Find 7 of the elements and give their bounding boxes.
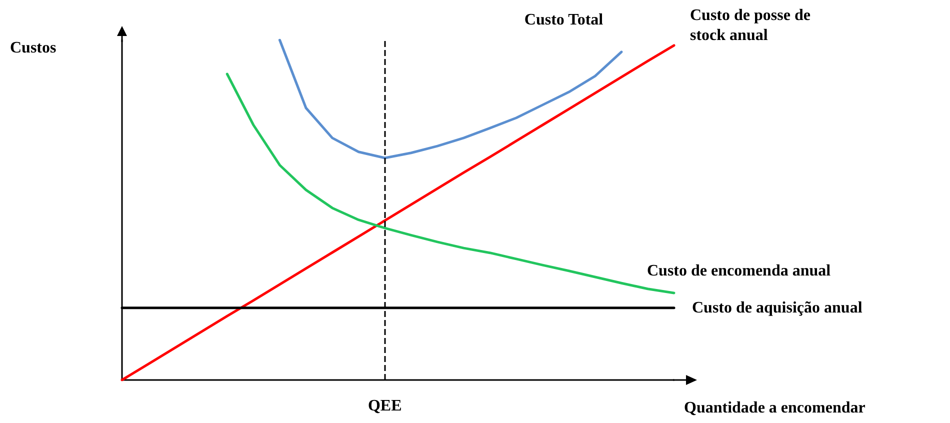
- series-label: Custo de aquisição anual: [692, 299, 863, 316]
- series-label: Custo de encomenda anual: [647, 262, 832, 280]
- x-axis-title: Quantidade a encomendar: [684, 400, 866, 416]
- series-label: Custo Total: [524, 11, 604, 28]
- y-axis-title: Custos: [10, 40, 56, 56]
- series-label: Custo de posse de stock anual: [690, 6, 814, 44]
- text: QEE: [368, 398, 402, 414]
